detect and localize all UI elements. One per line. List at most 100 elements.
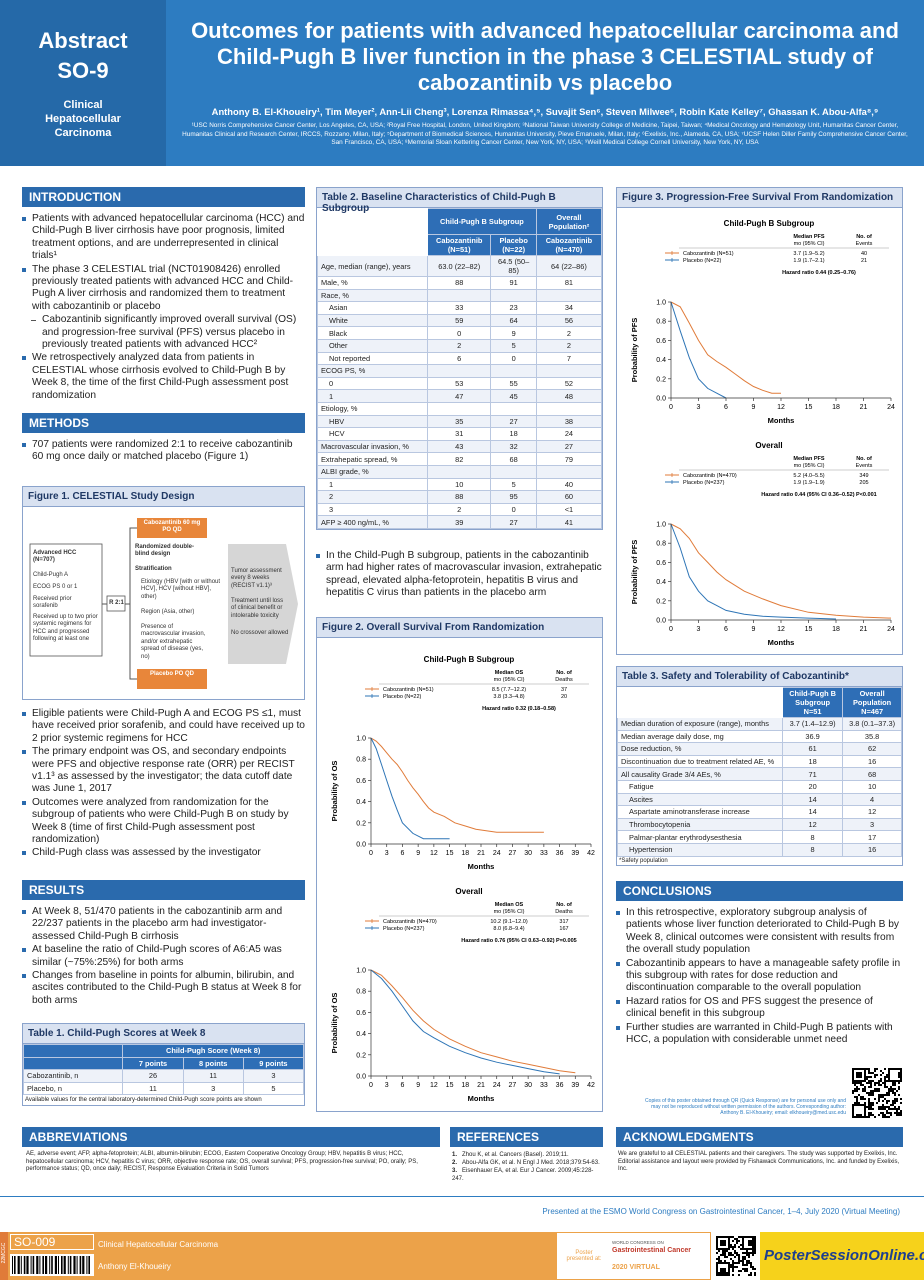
qr-module [890,1068,892,1070]
qr-module [748,1274,750,1276]
y-tick-label: 0.8 [656,541,666,548]
qr-module [744,1256,746,1258]
qr-module [870,1080,872,1082]
qr-module [722,1262,724,1264]
qr-module [884,1094,886,1096]
qr-module [728,1246,730,1248]
x-tick-label: 39 [571,1082,579,1089]
qr-module [854,1084,856,1086]
qr-module [734,1256,736,1258]
population-title: Advanced HCC (N=707) [33,550,77,564]
qr-module [856,1090,858,1092]
table-cell: 59 [426,313,492,328]
qr-module [860,1072,862,1074]
legend-label: Placebo (N=237) [683,480,725,486]
qr-module [868,1082,870,1084]
barcode-bar [79,1256,82,1274]
qr-module [858,1114,860,1116]
qr-module [860,1098,862,1100]
qr-module [864,1098,866,1100]
stratification: Stratification [135,566,172,572]
site: PosterSessionOnline.com [764,1247,924,1264]
legend-median: 1.9 (1.9–1.9) [793,480,824,486]
table-cell [426,401,492,416]
y-tick-label: 0.2 [656,598,666,605]
qr-module [854,1116,856,1118]
qr-module [746,1270,748,1272]
header-cell: Child-Pugh B Subgroup N=51 [781,687,844,718]
legend-events: 21 [861,258,867,264]
qr-module [738,1240,740,1242]
qr-module [858,1080,860,1082]
figure-title: Figure 2. Overall Survival From Randomiz… [317,618,602,638]
qr-module [868,1086,870,1088]
table-row: Ascites 14 4 [617,792,902,807]
reference-text: Eisenhauer EA, et al. Eur J Cancer. 2009… [452,1168,594,1182]
table-row: Extrahepatic spread, % 82 68 79 [317,452,603,466]
table-row: Race, % [317,288,603,303]
qr-module [718,1250,720,1252]
qr-module [898,1076,900,1078]
qr-module [888,1106,890,1108]
qr-module [736,1238,738,1240]
qr-module [888,1074,890,1076]
qr-module [720,1268,722,1270]
qr-module [894,1108,896,1110]
table-cell: 11 [122,1081,184,1096]
table-cell: 16 [842,754,902,769]
qr-module [722,1268,724,1270]
table-box: Table 1. Child-Pugh Scores at Week 8 Chi… [22,1023,305,1107]
qr-module [874,1068,876,1070]
qr-module [752,1266,754,1268]
population-item: Received prior sorafenib [33,596,72,610]
qr-module [750,1252,752,1254]
qr-module [898,1086,900,1088]
legend-header: No. of [856,234,872,240]
qr-module [878,1114,880,1116]
qr-module [742,1240,744,1242]
bullet: Hazard ratios for OS and PFS suggest the… [616,996,903,1021]
qr-module [882,1106,884,1108]
qr-module [720,1262,722,1264]
table-cell: 2 [317,490,428,504]
qr-module [898,1108,900,1110]
legend-header: No. of [856,456,872,462]
qr-module [878,1108,880,1110]
table-cell: 35 [426,414,492,429]
footer-edge [0,1232,8,1280]
table-cell: Placebo, n [22,1081,124,1096]
qr-module [742,1248,744,1250]
qr-module [860,1076,862,1078]
y-tick-label: 0.0 [656,618,666,625]
qr-module [892,1080,894,1082]
qr-module [858,1076,860,1078]
table-cell: 5 [490,338,537,353]
qr-module [884,1078,886,1080]
qr-module [896,1112,898,1114]
qr-note: Copies of this poster obtained through Q… [645,1098,846,1116]
qr-module [870,1102,872,1104]
qr-module [856,1102,858,1104]
qr-module [864,1114,866,1116]
qr-module [852,1112,854,1114]
qr-module [880,1096,882,1098]
qr-module [856,1074,858,1076]
legend-events: 40 [861,251,867,257]
qr-module [746,1268,748,1270]
barcode-bar [67,1256,69,1274]
qr-module [728,1270,730,1272]
qr-module [858,1116,860,1118]
arm-label: Cabozantinib 60 mg PO QD [143,520,201,534]
qr-module [720,1242,722,1244]
qr-module [864,1076,866,1078]
bullet: Outcomes were analyzed from randomizatio… [22,797,305,847]
table-cell: 18 [490,427,537,441]
legend-header: Deaths [555,909,573,915]
x-tick-label: 12 [430,1082,438,1089]
qr-module [742,1238,744,1240]
qr-module [724,1268,726,1270]
table-cell: 14 [781,792,844,807]
table-cell: 2 [535,338,603,353]
qr-module [894,1088,896,1090]
qr-module [874,1070,876,1072]
